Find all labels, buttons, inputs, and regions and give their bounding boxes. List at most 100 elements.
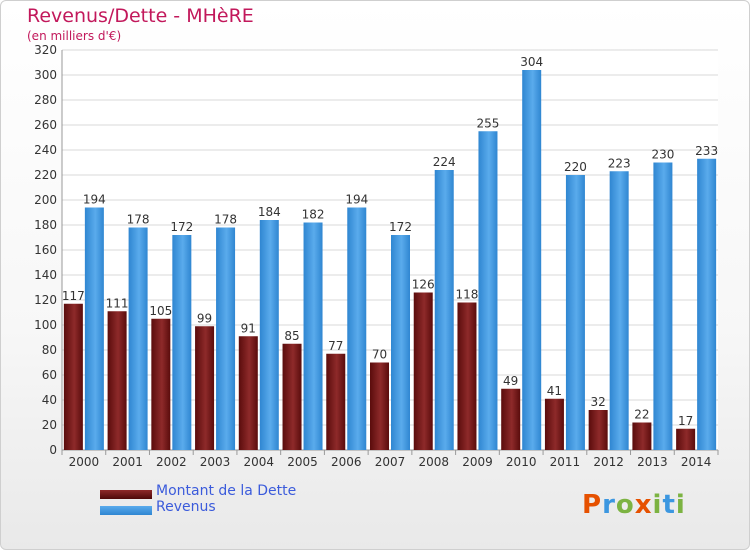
x-tick-label: 2010 [506, 455, 537, 469]
y-tick-label: 240 [34, 143, 57, 157]
y-tick-label: 0 [49, 443, 57, 457]
data-label: 178 [214, 213, 237, 227]
data-label: 77 [328, 339, 343, 353]
bar-dette-2009 [457, 302, 477, 450]
y-tick-label: 220 [34, 168, 57, 182]
data-label: 172 [389, 220, 412, 234]
data-label: 49 [503, 374, 518, 388]
bar-revenus-2005 [303, 222, 323, 450]
legend-label-dette: Montant de la Dette [156, 483, 297, 499]
data-label: 17 [678, 414, 693, 428]
data-label: 99 [197, 311, 212, 325]
x-tick-label: 2005 [287, 455, 318, 469]
data-label: 220 [564, 160, 587, 174]
bar-revenus-2014 [697, 158, 717, 450]
x-tick-label: 2008 [418, 455, 449, 469]
data-label: 194 [83, 193, 106, 207]
bar-dette-2007 [370, 362, 389, 450]
bar-revenus-2004 [259, 220, 279, 450]
data-label: 85 [284, 329, 299, 343]
data-label: 230 [651, 148, 674, 162]
y-tick-label: 320 [34, 43, 57, 57]
y-tick-label: 80 [42, 343, 57, 357]
data-label: 224 [433, 155, 456, 169]
chart-title: Revenus/Dette - MHèRE [27, 5, 254, 27]
bar-dette-2010 [501, 388, 521, 450]
bar-revenus-2001 [128, 227, 148, 450]
bar-dette-2012 [588, 410, 608, 450]
bar-dette-2014 [676, 428, 696, 450]
x-tick-label: 2013 [637, 455, 668, 469]
bar-revenus-2007 [391, 235, 410, 450]
y-tick-label: 300 [34, 68, 57, 82]
bar-revenus-2008 [434, 170, 454, 450]
bar-dette-2003 [195, 326, 215, 450]
bar-revenus-2011 [565, 175, 585, 450]
x-tick-label: 2007 [375, 455, 406, 469]
data-label: 118 [456, 288, 479, 302]
bar-dette-2001 [107, 311, 127, 450]
bar-dette-2006 [326, 353, 346, 450]
x-tick-label: 2012 [593, 455, 624, 469]
y-tick-label: 140 [34, 268, 57, 282]
y-tick-label: 100 [34, 318, 57, 332]
bar-dette-2004 [238, 336, 258, 450]
data-label: 233 [695, 144, 718, 158]
data-label: 126 [412, 278, 435, 292]
bar-dette-2000 [63, 303, 83, 450]
bar-revenus-2009 [478, 131, 498, 450]
bar-revenus-2013 [653, 162, 673, 450]
y-tick-label: 280 [34, 93, 57, 107]
legend-swatch-dette [100, 490, 152, 499]
bar-dette-2002 [151, 318, 171, 450]
data-label: 105 [149, 304, 172, 318]
data-label: 178 [127, 213, 150, 227]
data-label: 41 [547, 384, 562, 398]
bar-revenus-2003 [216, 227, 236, 450]
bar-dette-2008 [413, 292, 433, 450]
y-tick-label: 180 [34, 218, 57, 232]
chart-subtitle: (en milliers d'€) [27, 29, 122, 43]
bar-dette-2013 [632, 422, 652, 450]
data-label: 304 [520, 55, 543, 69]
data-label: 223 [608, 156, 631, 170]
bar-dette-2011 [544, 398, 564, 450]
x-tick-label: 2014 [681, 455, 712, 469]
x-tick-label: 2000 [69, 455, 100, 469]
legend-label-revenus: Revenus [156, 499, 216, 515]
data-label: 70 [372, 348, 387, 362]
x-tick-label: 2009 [462, 455, 493, 469]
x-tick-label: 2004 [244, 455, 275, 469]
y-tick-label: 160 [34, 243, 57, 257]
y-tick-label: 260 [34, 118, 57, 132]
proxiti-logo: Proxiti [582, 490, 686, 520]
legend-swatch-revenus [100, 506, 152, 515]
y-tick-label: 20 [42, 418, 57, 432]
y-tick-label: 40 [42, 393, 57, 407]
data-label: 255 [477, 116, 500, 130]
bar-dette-2005 [282, 343, 302, 450]
data-label: 117 [62, 289, 85, 303]
bar-revenus-2010 [522, 70, 542, 450]
data-label: 184 [258, 205, 281, 219]
bar-revenus-2000 [84, 207, 104, 450]
bar-revenus-2012 [609, 171, 629, 450]
data-label: 182 [302, 208, 325, 222]
x-tick-label: 2001 [112, 455, 143, 469]
x-tick-label: 2011 [550, 455, 581, 469]
x-tick-label: 2006 [331, 455, 362, 469]
bar-revenus-2006 [347, 207, 367, 450]
y-tick-label: 200 [34, 193, 57, 207]
data-label: 22 [634, 408, 649, 422]
data-label: 91 [241, 321, 256, 335]
data-label: 172 [170, 220, 193, 234]
bar-revenus-2002 [172, 235, 192, 450]
x-tick-label: 2002 [156, 455, 187, 469]
y-tick-label: 120 [34, 293, 57, 307]
y-tick-label: 60 [42, 368, 57, 382]
x-tick-label: 2003 [200, 455, 231, 469]
data-label: 111 [106, 296, 129, 310]
data-label: 194 [345, 193, 368, 207]
data-label: 32 [591, 395, 606, 409]
